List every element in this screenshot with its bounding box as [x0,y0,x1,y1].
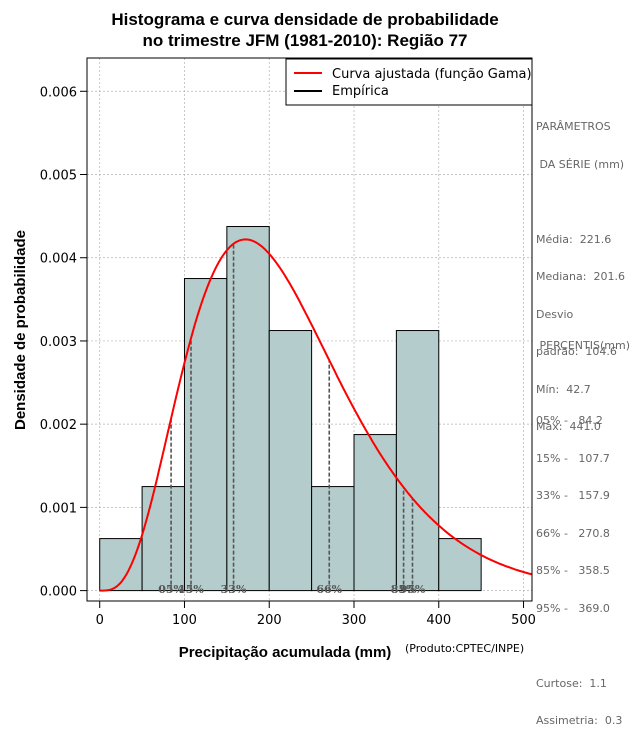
percentil-33: 33% - 157.9 [536,489,610,502]
histogram-chart: Histograma e curva densidade de probabil… [12,10,536,660]
stat-assimetria: Assimetria: 0.3 [536,714,623,727]
percentil-85: 85% - 358.5 [536,564,610,577]
legend-label-empirica: Empírica [332,84,389,99]
y-tick-label-0.006: 0.006 [40,85,77,100]
percentile-markers: 05%15% 33% 66% 85%95% [158,243,426,596]
histogram-bar-5 [268,330,313,592]
credit-label: (Produto:CPTEC/INPE) [405,642,524,655]
x-tick-label-0: 0 [96,613,104,628]
stats-title: PARÂMETROS [536,120,611,133]
x-tick-label-500: 500 [511,613,536,628]
histogram-bar-7 [353,434,397,592]
legend-label-curve: Curva ajustada (função Gama) [332,67,532,82]
stat-media: Média: 221.6 [536,232,612,246]
x-tick-label-200: 200 [257,613,282,628]
stats-subtitle: DA SÉRIE (mm) [536,157,625,171]
y-tick-label-0.002: 0.002 [40,418,77,433]
x-tick-label-100: 100 [172,613,197,628]
percentis-spacer [536,378,630,391]
stat-max: Máx: 441.0 [536,420,601,433]
chart-title-line2: no trimestre JFM (1981-2010): Região 77 [142,31,467,50]
stat-desvio-label: Desvio [536,307,574,321]
gamma-curve [99,238,533,592]
stat-curtose: Curtose: 1.1 [536,676,607,690]
histogram-bar-8 [395,330,440,592]
percentil-66: 66% - 270.8 [536,526,610,540]
stats-spacer [536,196,625,209]
y-tick-label-0.001: 0.001 [40,501,77,516]
x-tick-label-300: 300 [342,613,367,628]
y-axis-label: Densidade de probabilidade [12,230,29,430]
percentis-spacer-2 [536,640,630,653]
percentil-95: 95% - 369.0 [536,601,610,615]
x-axis: 0 100 200 300 400 500 [96,600,536,628]
y-tick-label-0.005: 0.005 [40,169,77,184]
stat-mediana: Mediana: 201.6 [536,270,625,283]
y-tick-label-0.003: 0.003 [40,335,77,350]
percentile-label-85: 85% [391,583,417,596]
percentile-label-33: 33% [221,583,247,596]
percentis-panel: PERCENTIS(mm) 05% - 84.2 15% - 107.7 33%… [536,315,630,740]
percentile-label-95: 95% [400,583,426,596]
percentil-15: 15% - 107.7 [536,451,610,465]
x-tick-label-400: 400 [426,613,451,628]
percentile-label-05: 05% [158,583,184,596]
x-axis-label: Precipitação acumulada (mm) [179,644,392,660]
percentile-label-15: 15% [178,583,204,596]
percentis-title: PERCENTIS(mm) [536,339,630,352]
y-axis: 0.000 0.001 0.002 0.003 0.004 0.005 0.006 [40,85,87,600]
y-tick-label-0.000: 0.000 [40,585,77,600]
y-tick-label-0.004: 0.004 [40,252,77,267]
chart-title-line1: Histograma e curva densidade de probabil… [111,10,498,29]
legend-box [285,58,533,106]
percentil-05: 05% - 84.2 [536,414,603,427]
histogram-bar-9 [438,538,482,592]
histogram-bar-6 [311,486,355,592]
percentile-label-66: 66% [316,583,342,596]
stats-panel: PARÂMETROS DA SÉRIE (mm) Média: 221.6 Me… [536,96,625,446]
stat-min: Mín: 42.7 [536,382,591,396]
legend: Curva ajustada (função Gama) Empírica [285,58,533,106]
histogram-bar-2 [141,486,185,592]
histogram-bars [99,226,482,592]
stat-desvio: padrão: 104.6 [536,345,617,358]
